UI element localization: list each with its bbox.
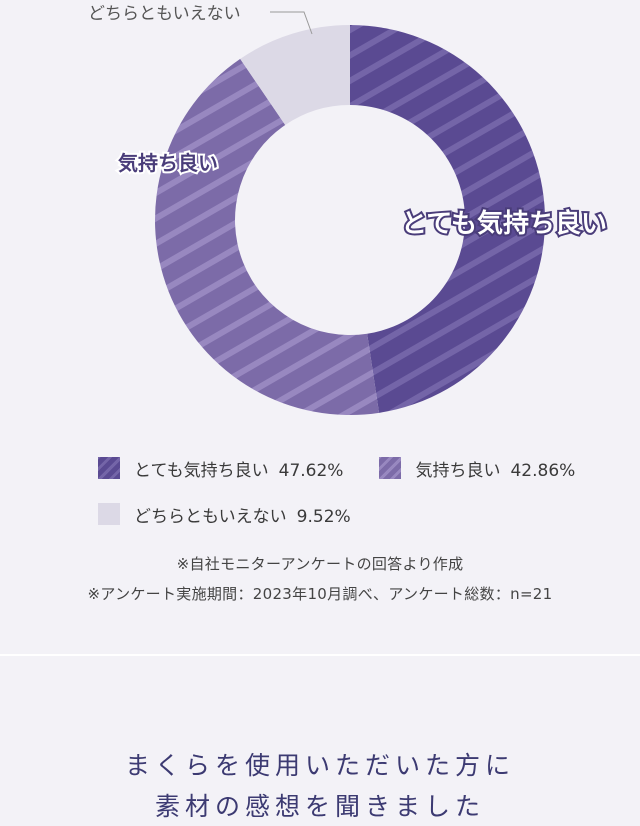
legend-item-very-good: とても気持ち良い 47.62% [98,456,343,481]
legend-percent-neutral: 9.52% [296,506,351,527]
slice-label-neutral: どちらともいえない [88,4,241,24]
neutral-leader-line [270,11,313,35]
donut-slice-neutral [240,25,350,125]
survey-source-note: ※自社モニターアンケートの回答より作成 [176,555,464,573]
legend-swatch-neutral [98,503,120,525]
legend-item-good: 気持ち良い 42.86% [379,456,575,481]
section-heading-line2: 素材の感想を聞きました [154,792,485,821]
donut-chart: とても気持ち良い 気持ち良い どちらともいえない [88,4,609,416]
donut-slices [154,25,545,416]
survey-period-note: ※アンケート実施期間：2023年10月調べ、アンケート総数：n=21 [87,585,553,603]
legend-label-good: 気持ち良い [415,460,501,481]
legend-percent-very-good: 47.62% [278,460,344,481]
section-heading-line1: まくらを使用いただいた方に [124,751,515,780]
legend-percent-good: 42.86% [510,460,576,481]
chart-legend: とても気持ち良い 47.62% 気持ち良い 42.86% どちらともいえない 9.52… [98,452,611,544]
legend-label-neutral: どちらともいえない [134,506,287,527]
section-divider [0,654,640,656]
legend-swatch-very-good [98,457,120,479]
donut-slice-very-good [350,25,545,413]
legend-label-very-good: とても気持ち良い [134,460,269,481]
slice-label-good: 気持ち良い [118,151,218,175]
donut-labels: とても気持ち良い 気持ち良い どちらともいえない [88,4,609,241]
legend-item-neutral: どちらともいえない 9.52% [98,502,351,527]
donut-slice-good [154,58,380,416]
legend-swatch-good [379,457,402,479]
slice-label-very-good: とても気持ち良い [401,208,607,239]
